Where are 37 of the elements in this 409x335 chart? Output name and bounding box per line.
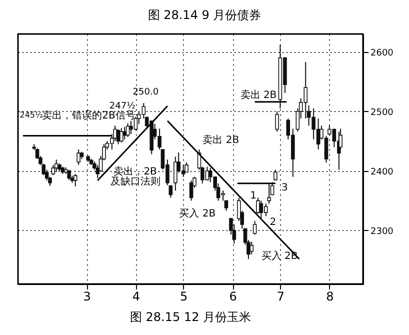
annotation: 卖出 2B [202, 134, 240, 146]
annotation: 买入 2B [179, 207, 216, 220]
candlestick [174, 156, 178, 192]
candlestick [274, 169, 278, 181]
candlestick [267, 182, 271, 204]
annotation: 245½ [20, 110, 43, 120]
annotation: 250.0 [132, 88, 159, 98]
annotation: 247½ [109, 101, 136, 112]
x-tick-label: 5 [180, 290, 188, 304]
y-tick-label: 2400 [370, 167, 394, 178]
annotation: 卖出 2B [240, 88, 277, 101]
candlestick [76, 148, 80, 166]
candlestick [120, 128, 124, 143]
candlestick [168, 184, 173, 198]
candlestick [275, 110, 279, 132]
candlestick [122, 126, 127, 140]
y-tick-label: 2500 [370, 108, 394, 118]
candlestick [67, 169, 71, 180]
x-tick-label: 7 [276, 290, 285, 304]
annotation: 1 [250, 190, 256, 202]
annotation: 卖出，错误的2B信号 [42, 109, 136, 122]
candlestick [252, 220, 257, 236]
x-tick-label: 4 [132, 290, 140, 304]
annotation: 3 [281, 182, 288, 194]
x-tick-label: 6 [229, 290, 237, 304]
candlestick [184, 162, 188, 173]
candlestick [73, 173, 78, 187]
x-tick-label: 8 [326, 290, 334, 304]
y-tick-label: 2600 [370, 48, 394, 58]
y-tick-label: 2300 [370, 226, 394, 237]
annotation: 2 [270, 217, 276, 228]
candlestick [256, 197, 260, 214]
candlestick [250, 241, 254, 255]
caption: 图 28.14 9 月份债券 [146, 7, 262, 24]
annotation: 及缺口法则 [110, 176, 160, 188]
text: 图 28.15 12 月份玉米 [130, 310, 252, 324]
x-tick-label: 3 [83, 290, 91, 304]
